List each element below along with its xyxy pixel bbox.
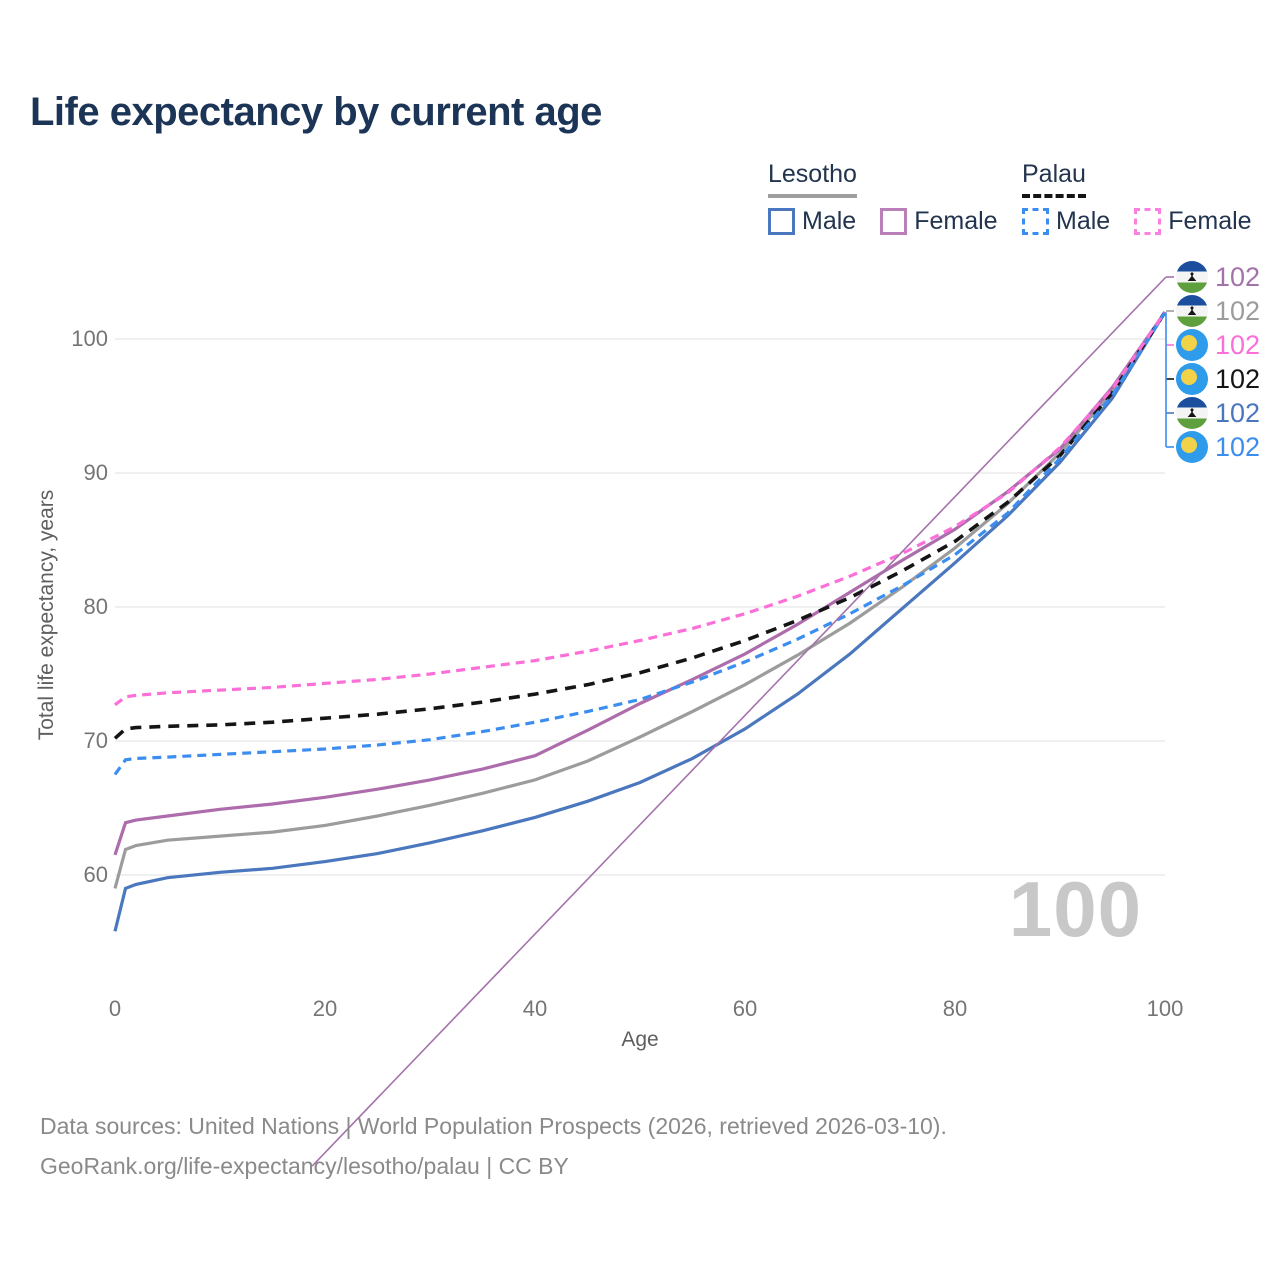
series-line-lesotho-female[interactable] [113, 311, 1167, 856]
end-label-palau-male: 102 [1176, 431, 1260, 463]
series-line-palau-both[interactable] [113, 311, 1167, 740]
legend-item-lesotho-male[interactable]: Male [768, 207, 856, 236]
series-line-palau-male[interactable] [113, 311, 1167, 776]
lesotho-male-swatch-icon [768, 208, 795, 235]
y-tick-label: 80 [83, 594, 108, 619]
end-label-lesotho-female: 102 [1176, 261, 1260, 293]
palau-female-swatch-icon [1134, 208, 1162, 235]
legend-item-palau-female[interactable]: Female [1134, 207, 1252, 236]
page-title: Life expectancy by current age [30, 90, 602, 134]
age-counter-watermark: 100 [1008, 865, 1142, 953]
attribution-line: GeoRank.org/life-expectancy/lesotho/pala… [40, 1153, 569, 1179]
lesotho-flag-icon [1176, 295, 1208, 327]
legend-item-label: Male [1056, 207, 1111, 235]
end-label-palau-both: 102 [1176, 363, 1260, 395]
legend-item-palau-male[interactable]: Male [1022, 207, 1110, 236]
data-sources-line: Data sources: United Nations | World Pop… [40, 1113, 947, 1139]
legend-item-lesotho-female[interactable]: Female [880, 207, 998, 236]
palau-flag-icon [1176, 363, 1208, 395]
legend-group-lesotho: Lesotho Male Female [768, 160, 998, 236]
x-axis-title: Age [621, 1028, 659, 1051]
end-label-leader-line [311, 276, 1167, 1167]
series-line-lesotho-male[interactable] [113, 311, 1167, 932]
y-tick-label: 60 [83, 862, 108, 887]
end-value: 102 [1215, 296, 1261, 326]
y-tick-label: 100 [71, 326, 108, 351]
lesotho-flag-icon [1176, 261, 1208, 293]
palau-flag-icon [1176, 431, 1208, 463]
end-label-lesotho-male: 102 [1176, 397, 1260, 429]
legend-country-lesotho[interactable]: Lesotho [768, 160, 857, 198]
x-tick-label: 80 [942, 996, 968, 1021]
end-value: 102 [1215, 398, 1261, 428]
end-label-lesotho-both: 102 [1176, 295, 1260, 327]
end-value: 102 [1215, 364, 1261, 394]
x-tick-label: 20 [312, 996, 338, 1021]
legend-country-palau[interactable]: Palau [1022, 160, 1086, 198]
legend-group-palau: Palau Male Female [1022, 160, 1252, 236]
legend-item-label: Male [802, 207, 857, 235]
legend-item-label: Female [914, 207, 998, 235]
legend-item-label: Female [1168, 207, 1252, 235]
end-value: 102 [1215, 432, 1261, 462]
end-value: 102 [1215, 262, 1261, 292]
x-tick-label: 0 [108, 996, 122, 1021]
palau-flag-icon [1176, 329, 1208, 361]
palau-male-swatch-icon [1022, 208, 1049, 235]
x-tick-label: 100 [1146, 996, 1184, 1021]
y-tick-label: 70 [83, 728, 108, 753]
x-tick-label: 40 [522, 996, 548, 1021]
end-value: 102 [1215, 330, 1261, 360]
x-tick-label: 60 [732, 996, 758, 1021]
lesotho-flag-icon [1176, 397, 1208, 429]
lesotho-female-swatch-icon [880, 208, 908, 235]
series-line-lesotho-both[interactable] [113, 311, 1167, 889]
end-label-palau-female: 102 [1176, 329, 1260, 361]
footer: Data sources: United Nations | World Pop… [40, 1106, 947, 1186]
series-line-palau-female[interactable] [114, 311, 1167, 707]
y-tick-label: 90 [83, 460, 108, 485]
